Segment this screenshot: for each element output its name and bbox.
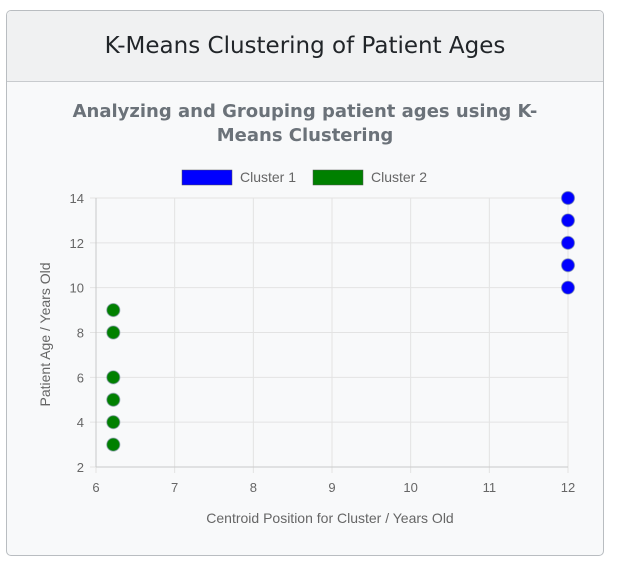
y-tick-label: 4 [77, 415, 84, 430]
cluster-1-point [560, 258, 576, 273]
x-tick-label: 8 [250, 480, 257, 495]
cluster-2-point [106, 415, 121, 430]
cluster-1-point [560, 190, 576, 206]
y-tick-label: 6 [77, 370, 84, 385]
x-tick-label: 9 [328, 480, 335, 495]
x-axis-title: Centroid Position for Cluster / Years Ol… [206, 510, 453, 526]
y-tick-label: 10 [70, 281, 84, 296]
cluster-1-point [560, 280, 576, 295]
cluster-2-point [106, 302, 121, 318]
chart-card: K-Means Clustering of Patient Ages Analy… [6, 10, 604, 556]
x-tick-label: 6 [92, 480, 99, 495]
cluster-2-point [106, 325, 121, 340]
cluster-1-point [560, 213, 576, 228]
cluster-2-point [106, 370, 121, 385]
legend-label-1: Cluster 1 [240, 169, 296, 185]
cluster-2-point [106, 392, 121, 407]
cluster-2-point [106, 437, 121, 452]
y-tick-label: 2 [77, 460, 84, 475]
x-tick-label: 12 [561, 480, 575, 495]
card-header: K-Means Clustering of Patient Ages [7, 11, 603, 82]
x-tick-label: 11 [483, 480, 497, 495]
chart-title: Analyzing and Grouping patient ages usin… [7, 100, 603, 148]
cluster-1-point [560, 235, 576, 250]
legend-swatch-1 [181, 169, 233, 186]
chart-title-text: Analyzing and Grouping patient ages usin… [72, 101, 538, 146]
y-tick-label: 8 [77, 326, 84, 341]
y-tick-label: 12 [70, 236, 84, 251]
card-title: K-Means Clustering of Patient Ages [104, 33, 506, 59]
legend-swatch-2 [312, 169, 364, 186]
y-tick-label: 14 [70, 191, 84, 206]
x-tick-label: 10 [403, 480, 417, 495]
y-axis-title: Patient Age / Years Old [37, 263, 53, 407]
legend-label-2: Cluster 2 [371, 169, 427, 185]
x-tick-label: 7 [171, 480, 178, 495]
